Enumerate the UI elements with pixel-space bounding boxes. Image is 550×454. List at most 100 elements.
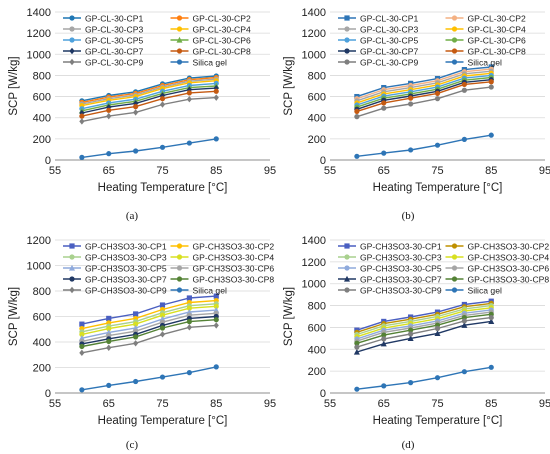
data-point — [461, 310, 467, 316]
series-line — [356, 81, 492, 113]
data-point — [213, 297, 219, 304]
data-point — [381, 84, 387, 91]
data-point — [213, 74, 219, 81]
data-point — [354, 329, 360, 335]
data-point — [213, 301, 219, 307]
data-point — [461, 69, 467, 75]
data-point — [381, 91, 387, 97]
data-point — [159, 325, 166, 331]
data-point — [380, 340, 387, 347]
data-point — [461, 75, 467, 81]
data-point — [354, 336, 360, 342]
series-line — [356, 300, 492, 331]
x-tick-label: 85 — [210, 165, 222, 177]
legend-label: GP-CH3SO3-30-CP9 — [85, 286, 167, 296]
data-point — [213, 293, 219, 299]
x-axis-label: Heating Temperature [°C] — [373, 182, 503, 194]
legend-label: GP-CH3SO3-30-CP2 — [468, 242, 550, 252]
data-point — [79, 329, 85, 335]
x-axis-label: Heating Temperature [°C] — [373, 415, 503, 427]
series-line — [81, 305, 217, 336]
data-point — [354, 340, 360, 346]
data-point — [213, 306, 220, 313]
legend-label: GP-CH3SO3-30-CP9 — [360, 286, 442, 296]
legend-marker — [69, 26, 75, 32]
data-point — [79, 101, 85, 107]
data-point — [106, 92, 112, 99]
data-point — [354, 104, 360, 110]
data-point — [488, 132, 494, 138]
data-point — [79, 118, 85, 125]
data-point — [461, 136, 467, 142]
legend-label: GP-CH3SO3-30-CP3 — [85, 253, 167, 263]
legend-label: GP-CH3SO3-30-CP7 — [85, 275, 167, 285]
series-line — [81, 299, 217, 330]
data-point — [213, 310, 219, 316]
data-point — [106, 336, 112, 342]
data-point — [78, 107, 85, 114]
series-line — [356, 313, 492, 344]
legend-marker — [344, 15, 350, 21]
series-line — [356, 79, 492, 110]
legend-marker — [344, 243, 350, 249]
legend-marker — [451, 265, 458, 271]
data-point — [488, 307, 494, 313]
data-point — [461, 318, 467, 324]
data-point — [132, 98, 139, 104]
data-point — [434, 322, 441, 328]
data-point — [488, 318, 495, 325]
legend-label: GP-CL-30-CP9 — [85, 58, 143, 68]
data-point — [381, 105, 387, 111]
x-tick-label: 55 — [324, 165, 336, 177]
data-point — [434, 76, 441, 82]
data-point — [408, 331, 414, 337]
data-point — [159, 319, 166, 325]
data-point — [159, 374, 166, 380]
series-line — [356, 320, 492, 353]
series-line — [356, 68, 492, 100]
legend-marker — [69, 254, 75, 260]
data-point — [488, 77, 494, 83]
data-point — [488, 314, 494, 321]
y-tick-label: 1000 — [302, 279, 326, 291]
data-point — [381, 97, 387, 103]
data-point — [106, 100, 112, 106]
data-point — [381, 323, 387, 329]
data-point — [159, 315, 166, 322]
data-point — [488, 305, 494, 311]
data-point — [159, 86, 166, 92]
data-point — [133, 340, 139, 347]
legend-label: GP-CH3SO3-30-CP5 — [360, 264, 442, 274]
legend-marker — [69, 58, 75, 66]
data-point — [408, 84, 414, 91]
legend-label: GP-CL-30-CP5 — [85, 36, 143, 46]
legend-label: GP-CL-30-CP3 — [360, 25, 418, 35]
legend-marker — [176, 265, 183, 271]
data-point — [133, 378, 139, 385]
data-point — [488, 70, 494, 76]
data-point — [133, 148, 139, 154]
data-point — [106, 326, 112, 332]
data-point — [381, 318, 387, 325]
data-point — [354, 114, 360, 120]
data-point — [381, 336, 387, 342]
data-point — [186, 299, 192, 306]
x-tick-label: 95 — [539, 165, 550, 177]
legend-label: GP-CH3SO3-30-CP4 — [193, 253, 275, 263]
data-point — [79, 98, 85, 104]
legend-label: GP-CL-30-CP7 — [360, 47, 418, 57]
series-line — [81, 85, 217, 112]
data-point — [106, 94, 112, 100]
data-point — [408, 80, 414, 86]
y-tick-label: 1000 — [302, 49, 326, 61]
data-point — [354, 102, 360, 108]
data-point — [159, 90, 166, 96]
series-line — [81, 80, 217, 107]
data-point — [213, 313, 219, 320]
y-tick-label: 800 — [308, 70, 326, 82]
data-point — [213, 317, 219, 323]
data-point — [106, 112, 112, 120]
y-tick-label: 0 — [320, 155, 326, 167]
x-tick-label: 55 — [324, 398, 336, 410]
panel-c-caption: (c) — [125, 439, 139, 451]
